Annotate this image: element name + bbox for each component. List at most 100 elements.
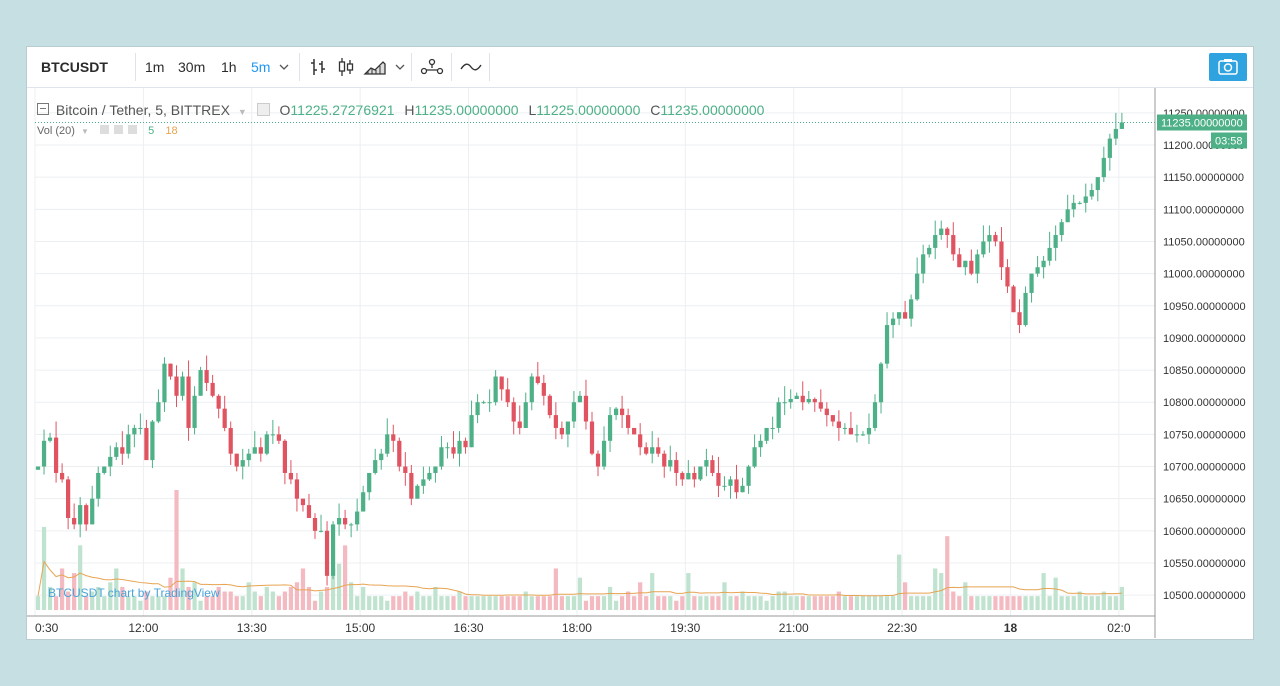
candle-body (282, 440, 287, 473)
candle-body (650, 447, 655, 454)
indicators-icon[interactable] (459, 56, 482, 78)
candle-body (860, 434, 866, 436)
volume-bar (403, 591, 408, 610)
volume-bar (228, 591, 233, 610)
volume-dropdown-icon[interactable]: ▼ (80, 127, 89, 136)
volume-bar (294, 582, 300, 610)
volume-bar (312, 600, 318, 610)
candle-body (607, 415, 613, 441)
volume-bar (451, 596, 456, 610)
volume-bar (120, 586, 125, 610)
time-axis-label: 18 (1004, 621, 1018, 635)
area-style-icon[interactable] (363, 56, 386, 78)
volume-bar (535, 596, 540, 610)
volume-bar (806, 596, 811, 610)
candle-body (824, 408, 829, 416)
price-axis-label: 10600.00000000 (1163, 526, 1246, 538)
candle-body (740, 485, 745, 493)
volume-bar (409, 596, 414, 610)
close-value: 11235.00000000 (660, 102, 765, 118)
candle-body (884, 325, 890, 364)
candle-body (710, 460, 715, 473)
toolbar-divider (451, 53, 452, 81)
snapshot-button[interactable] (1209, 53, 1247, 81)
tradingview-watermark[interactable]: BTCUSDT chart by TradingView (48, 586, 220, 600)
candle-body (463, 440, 468, 448)
series-settings-icon[interactable] (256, 103, 270, 116)
candle-body (276, 434, 281, 441)
candle-body (421, 479, 426, 486)
interval-30m[interactable]: 30m (178, 59, 206, 75)
candle-body (619, 408, 625, 416)
volume-settings-icon[interactable] (99, 125, 109, 134)
volume-bar (499, 596, 504, 610)
candle-body (391, 434, 396, 441)
volume-bar (270, 591, 275, 610)
interval-1h[interactable]: 1h (221, 59, 237, 75)
volume-hide-icon[interactable] (114, 125, 124, 134)
candle-body (613, 408, 619, 416)
candle-body (854, 434, 860, 436)
interval-5m[interactable]: 5m (251, 59, 271, 75)
candles-style-icon[interactable] (335, 56, 357, 78)
volume-bar (475, 596, 480, 610)
candle-body (324, 530, 330, 576)
volume-bar (969, 596, 974, 610)
volume-bar (848, 596, 854, 610)
volume-bar (674, 600, 679, 610)
candle-body (1017, 312, 1022, 326)
volume-close-icon[interactable] (128, 125, 138, 134)
volume-bar (1071, 596, 1076, 610)
series-dropdown-icon[interactable]: ▼ (237, 107, 247, 117)
compare-icon[interactable] (419, 56, 444, 78)
candle-body (1053, 235, 1058, 248)
candle-body (403, 466, 408, 473)
volume-bar (1047, 596, 1052, 610)
symbol-search[interactable]: BTCUSDT (41, 59, 108, 75)
candle-body (848, 427, 854, 435)
interval-dropdown-icon[interactable] (277, 56, 299, 78)
interval-1m[interactable]: 1m (145, 59, 165, 75)
volume-bar (108, 582, 113, 610)
volume-bar (1089, 596, 1094, 610)
candle-body (1119, 122, 1124, 129)
time-axis-label: 0:30 (35, 621, 59, 635)
price-axis-label: 10900.00000000 (1163, 333, 1246, 345)
volume-bar (53, 596, 59, 610)
price-chart[interactable]: 11250.0000000011200.0000000011150.000000… (27, 88, 1253, 639)
camera-icon (1209, 59, 1247, 85)
volume-bar (385, 600, 390, 610)
last-price-tag (1157, 114, 1247, 131)
candle-body (728, 479, 733, 486)
volume-bar (957, 596, 962, 610)
candle-body (975, 254, 980, 274)
candle-body (168, 363, 173, 377)
chart-style-dropdown-icon[interactable] (393, 56, 415, 78)
volume-bar (373, 596, 378, 610)
bars-style-icon[interactable] (307, 56, 329, 78)
volume-bar (842, 596, 847, 610)
candle-body (704, 460, 709, 467)
candle-body (66, 479, 71, 518)
volume-ma-line (37, 560, 1122, 597)
candle-body (126, 434, 131, 454)
collapse-legend-icon[interactable] (37, 103, 49, 115)
candle-body (529, 376, 534, 403)
candle-body (373, 460, 378, 473)
volume-bar (72, 573, 77, 610)
volume-bar (909, 596, 914, 610)
candle-body (90, 498, 95, 525)
volume-bar (945, 536, 950, 610)
volume-bar (1065, 596, 1070, 610)
candle-body (878, 363, 884, 403)
chart-pane[interactable]: 11250.00000000 11200.00000000 11150.000000… (27, 88, 1253, 639)
volume-bar (427, 596, 432, 610)
candle-body (776, 402, 781, 428)
volume-bar (186, 586, 191, 610)
candle-body (583, 395, 589, 422)
low-label: L (528, 102, 537, 118)
volume-bar (896, 554, 902, 610)
candle-body (963, 260, 968, 268)
volume-bar (656, 596, 661, 610)
volume-bar (493, 596, 498, 610)
